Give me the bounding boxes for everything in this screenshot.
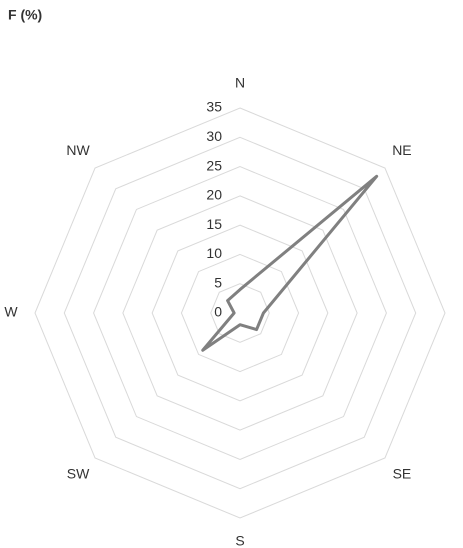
grid-line xyxy=(93,166,387,460)
category-label: NW xyxy=(66,142,90,158)
r-tick-label: 5 xyxy=(214,274,222,290)
chart-title: F (%) xyxy=(8,7,42,23)
grid-line xyxy=(180,253,300,373)
r-tick-label: 25 xyxy=(206,157,222,173)
r-tick-label: 30 xyxy=(206,128,222,144)
r-tick-label: 10 xyxy=(206,245,222,261)
r-tick-label: 20 xyxy=(206,187,222,203)
grid-line xyxy=(151,224,329,402)
series-line xyxy=(201,174,379,352)
category-label: NE xyxy=(392,142,411,158)
r-tick-label: 0 xyxy=(214,304,222,320)
grid-line xyxy=(34,107,446,519)
grid-line xyxy=(63,136,417,490)
category-label: S xyxy=(235,533,244,548)
grid-line xyxy=(122,195,358,431)
r-tick-label: 35 xyxy=(206,99,222,115)
category-label: SW xyxy=(67,466,90,482)
category-label: N xyxy=(235,75,245,91)
category-label: SE xyxy=(393,466,412,482)
grid-line xyxy=(210,283,270,343)
category-label: W xyxy=(4,304,18,320)
r-tick-label: 15 xyxy=(206,216,222,232)
